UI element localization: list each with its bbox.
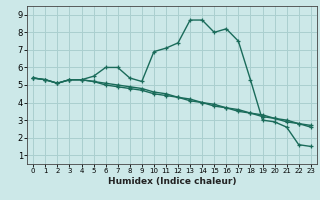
X-axis label: Humidex (Indice chaleur): Humidex (Indice chaleur) (108, 177, 236, 186)
